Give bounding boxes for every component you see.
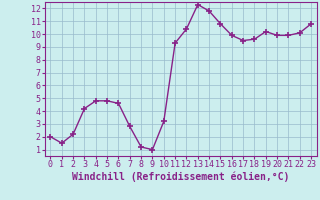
X-axis label: Windchill (Refroidissement éolien,°C): Windchill (Refroidissement éolien,°C)	[72, 172, 290, 182]
